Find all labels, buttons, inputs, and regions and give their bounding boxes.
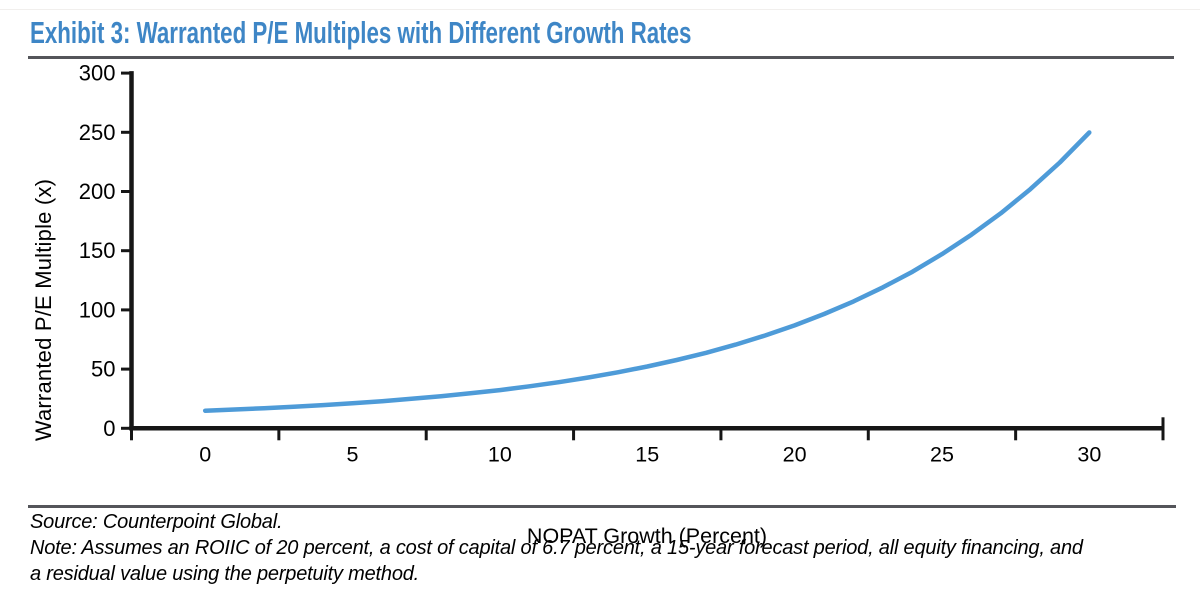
y-tick-label: 0: [103, 416, 115, 441]
warranted-pe-curve: [202, 130, 1092, 413]
exhibit-title: Exhibit 3: Warranted P/E Multiples with …: [30, 15, 949, 51]
y-tick-label: 150: [79, 238, 116, 263]
footer-divider: [28, 505, 1176, 508]
y-tick-label: 100: [79, 297, 116, 322]
methodology-note: Note: Assumes an ROIIC of 20 percent, a …: [30, 536, 1180, 587]
x-tick-label: 25: [930, 442, 954, 466]
top-border-line: [0, 9, 1200, 10]
x-tick-label: 20: [783, 442, 807, 466]
x-axis-title: NOPAT Growth (Percent): [526, 524, 768, 548]
x-tick-label: 15: [635, 442, 659, 466]
note-line-1: Note: Assumes an ROIIC of 20 percent, a …: [30, 537, 1083, 559]
chart-canvas: 0 50 100 150 200 250 300 0 5 10 15 20 25 30: [79, 61, 1165, 466]
x-tick-label: 5: [347, 442, 359, 466]
y-tick-label: 200: [79, 179, 116, 204]
source-note: Source: Counterpoint Global.: [30, 511, 283, 533]
x-tick-label: 30: [1077, 442, 1101, 466]
y-axis-title: Warranted P/E Multiple (x): [31, 178, 56, 442]
y-tick-label: 250: [79, 120, 116, 145]
note-line-2: a residual value using the perpetuity me…: [30, 562, 420, 585]
title-divider: [28, 56, 1174, 59]
x-tick-label: 0: [199, 442, 211, 466]
pe-growth-chart: 0 50 100 150 200 250 300 0 5 10 15 20 25 30 Warranted…: [0, 60, 1200, 548]
y-tick-label: 300: [79, 61, 116, 86]
x-tick-label: 10: [488, 442, 512, 466]
y-tick-label: 50: [91, 357, 115, 382]
exhibit-title-text: Exhibit 3: Warranted P/E Multiples with …: [30, 15, 692, 50]
